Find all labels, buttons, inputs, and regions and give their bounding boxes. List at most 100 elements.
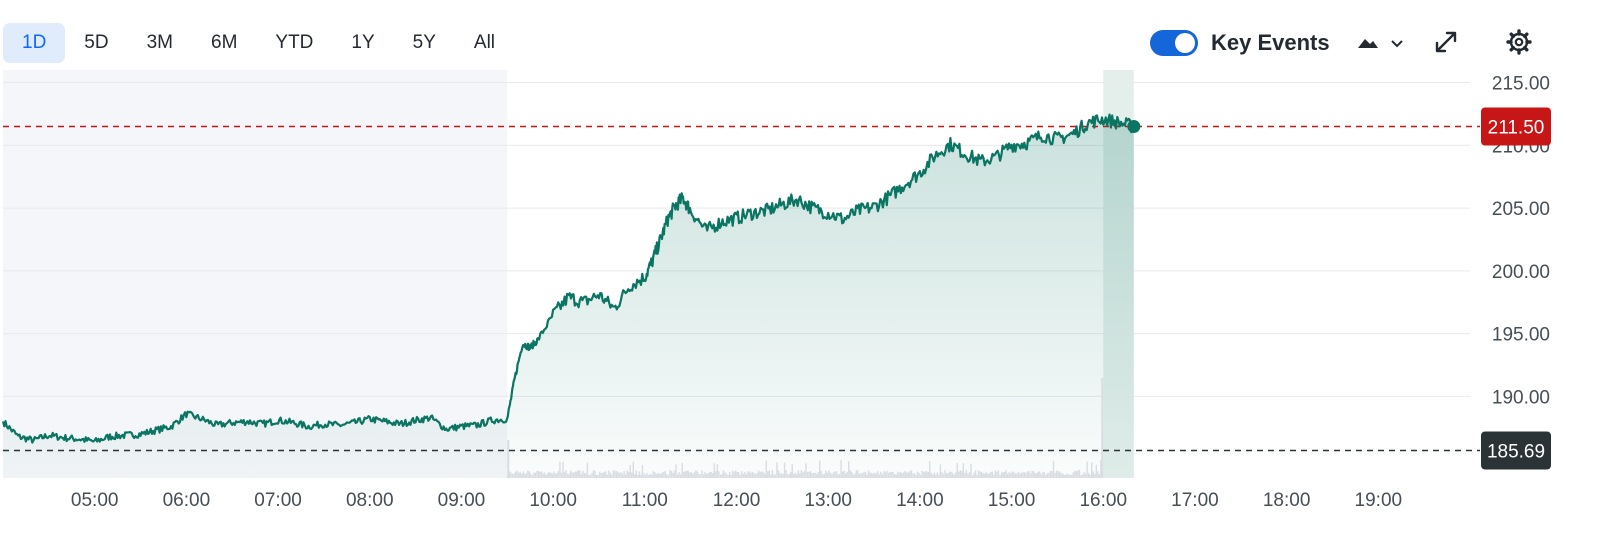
volume-bar	[1089, 474, 1091, 478]
volume-bar	[719, 474, 722, 478]
volume-bar	[820, 471, 822, 478]
volume-bar	[976, 474, 978, 478]
volume-bar	[918, 472, 920, 478]
key-events-toggle[interactable]	[1150, 30, 1198, 56]
volume-bar	[560, 472, 563, 478]
y-tick-label: 200.00	[1492, 262, 1550, 283]
volume-bar	[1052, 460, 1055, 478]
volume-bar	[809, 471, 812, 478]
gear-icon[interactable]	[1503, 26, 1535, 58]
volume-bar	[823, 473, 826, 478]
volume-bar	[718, 471, 720, 478]
volume-bar	[1055, 470, 1058, 478]
range-tab-3m[interactable]: 3M	[146, 32, 173, 53]
volume-bar	[870, 473, 873, 478]
volume-bar	[606, 474, 609, 478]
volume-bar	[791, 464, 793, 478]
volume-bar	[695, 470, 697, 478]
volume-bar	[846, 471, 848, 478]
expand-icon[interactable]	[1430, 26, 1462, 58]
volume-bar	[812, 472, 815, 478]
volume-bar	[1043, 472, 1046, 478]
volume-bar	[540, 471, 543, 478]
volume-bar	[521, 473, 523, 478]
range-tab-5d[interactable]: 5D	[84, 32, 109, 53]
volume-bar	[765, 460, 767, 478]
volume-bar	[1023, 472, 1026, 478]
volume-bar	[1034, 473, 1036, 478]
volume-bar	[1032, 471, 1035, 478]
volume-bar	[1022, 472, 1024, 478]
x-tick-label: 06:00	[163, 490, 211, 511]
volume-bar	[864, 471, 867, 478]
volume-bar	[1031, 470, 1033, 478]
range-tab-1y[interactable]: 1Y	[351, 32, 375, 53]
volume-bar	[874, 472, 876, 478]
volume-bar	[811, 473, 813, 478]
range-tab-all[interactable]: All	[473, 32, 496, 53]
volume-bar	[745, 474, 748, 478]
chart-type-dropdown[interactable]	[1356, 33, 1404, 53]
volume-bar	[513, 473, 515, 478]
volume-bar	[611, 474, 613, 478]
volume-bar	[964, 473, 966, 478]
price-line-group	[1, 113, 1141, 444]
volume-bar	[713, 463, 715, 478]
volume-bar	[1087, 472, 1090, 478]
volume-bar	[968, 472, 971, 478]
volume-bar	[731, 470, 734, 478]
volume-bar	[728, 471, 731, 478]
x-tick-label: 12:00	[713, 490, 761, 511]
volume-bar	[751, 471, 754, 478]
range-tab-1d[interactable]: 1D	[3, 23, 66, 63]
volume-bar	[663, 471, 665, 478]
range-tab-5y[interactable]: 5Y	[412, 32, 436, 53]
volume-bar	[990, 471, 992, 478]
volume-bar	[1008, 472, 1010, 478]
volume-bar	[855, 470, 858, 478]
volume-bar	[979, 471, 981, 478]
volume-bar	[901, 473, 903, 478]
volume-bar	[635, 470, 638, 478]
volume-bar	[1006, 473, 1009, 478]
volume-bar	[967, 473, 969, 478]
current-price-badge: 211.50	[1488, 117, 1545, 138]
volume-bar	[566, 473, 569, 478]
y-tick-label: 190.00	[1492, 387, 1550, 408]
volume-bar	[970, 463, 972, 478]
volume-bar	[547, 472, 549, 478]
volume-bar	[678, 472, 680, 478]
volume-bar	[1060, 473, 1062, 478]
volume-bar	[793, 474, 795, 478]
key-events-label: Key Events	[1211, 30, 1330, 55]
volume-bar	[562, 461, 564, 478]
volume-bar	[652, 471, 654, 478]
x-tick-label: 19:00	[1355, 490, 1403, 511]
volume-bar	[754, 473, 757, 478]
volume-bar	[527, 470, 529, 478]
volume-bar	[1097, 471, 1099, 478]
volume-bar	[1020, 472, 1023, 478]
volume-bar	[641, 464, 644, 478]
closing-volume-bar	[1101, 378, 1104, 478]
volume-bar	[930, 473, 932, 478]
volume-bar	[742, 473, 745, 478]
volume-bar	[646, 473, 648, 478]
volume-bar	[724, 472, 726, 478]
volume-bar	[543, 472, 546, 478]
volume-bar	[559, 461, 561, 478]
volume-bar	[672, 472, 674, 478]
volume-bar	[883, 471, 885, 478]
volume-bar	[693, 472, 696, 478]
volume-bar	[640, 474, 642, 478]
volume-bar	[669, 470, 671, 478]
x-tick-label: 09:00	[438, 490, 486, 511]
volume-bar	[1036, 473, 1038, 478]
volume-bar	[890, 472, 893, 478]
volume-bar	[776, 462, 778, 478]
volume-bar	[644, 474, 647, 478]
range-tab-ytd[interactable]: YTD	[275, 32, 314, 53]
range-tab-6m[interactable]: 6M	[211, 32, 238, 53]
volume-bar	[852, 474, 855, 478]
